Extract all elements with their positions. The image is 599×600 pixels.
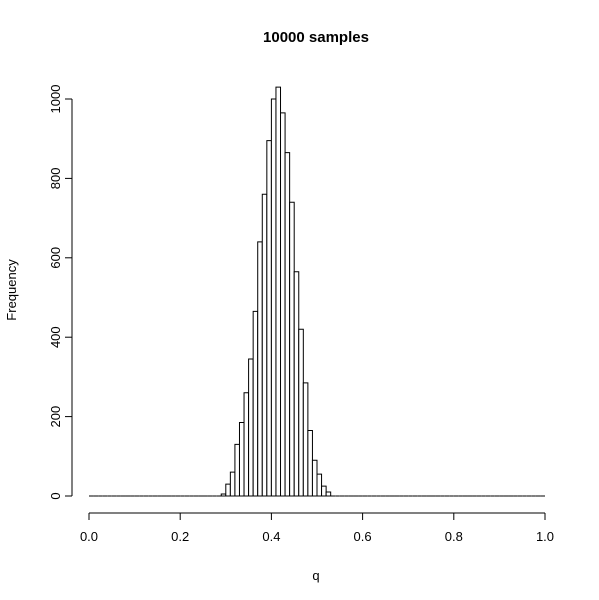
bar [325,491,332,497]
x-tick-label: 0.2 [171,529,189,544]
y-tick-label: 200 [48,406,63,428]
bar [266,140,272,497]
x-axis-label: q [312,568,319,583]
bar [302,382,309,497]
bar [248,358,254,497]
x-tick-label: 1.0 [536,529,554,544]
y-tick-label: 600 [48,247,63,269]
x-tick-label: 0.4 [262,529,280,544]
bar [293,271,300,497]
y-tick-label: 800 [48,168,63,190]
x-tick-label: 0.8 [445,529,463,544]
bar [243,392,250,497]
x-tick-label: 0.6 [354,529,372,544]
bar [307,429,313,497]
bar [257,241,263,497]
bar [321,485,327,497]
bar [280,112,286,497]
bar [270,98,277,497]
y-axis-label: Frequency [4,259,19,321]
y-tick-label: 1000 [48,85,63,114]
bar [298,328,304,497]
bar [252,310,259,497]
bar [275,86,282,497]
bar [316,473,323,497]
x-tick-label: 0.0 [80,529,98,544]
bar [289,201,295,497]
bar [220,493,227,497]
bar [229,471,236,497]
bar [284,152,291,497]
chart-title: 10000 samples [263,29,369,46]
y-tick-label: 0 [48,492,63,499]
bar [234,443,240,497]
bar [261,193,268,497]
bar [225,483,231,497]
y-tick-label: 400 [48,326,63,348]
bar [311,459,318,497]
bar [238,422,245,497]
